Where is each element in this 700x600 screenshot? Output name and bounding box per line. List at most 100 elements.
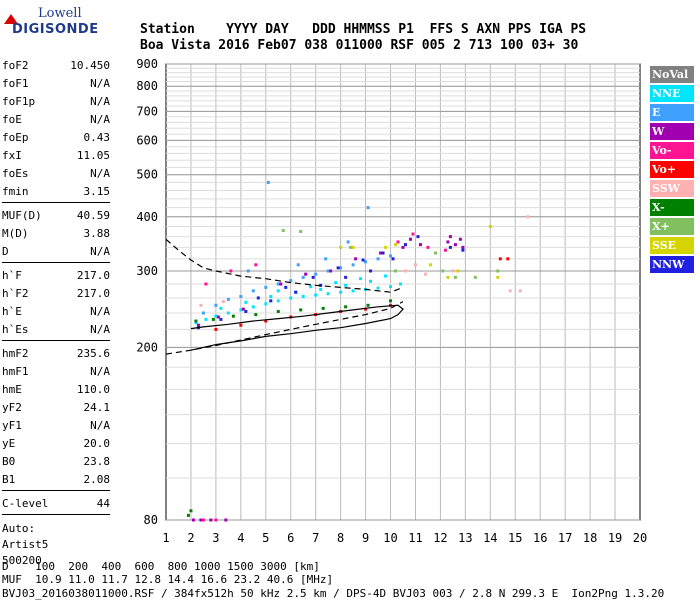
param-value: N/A (90, 94, 110, 108)
x-tick-label: 9 (362, 531, 369, 545)
data-point-e (376, 257, 380, 261)
data-point-e (366, 206, 370, 210)
x-tick-label: 19 (608, 531, 622, 545)
data-point-ssw (508, 289, 512, 293)
param-row: hmE 110.0 (2, 380, 110, 398)
param-label: foE (2, 112, 22, 126)
data-point-ssw (518, 289, 522, 293)
data-point-ssw (413, 263, 417, 267)
parameters-panel: foF2 10.450 foF1 N/A foF1p N/A foE N/A foEp 0.43 f… (2, 56, 110, 569)
param-value: N/A (90, 76, 110, 90)
divider (2, 340, 110, 341)
data-point-nne (219, 306, 223, 310)
param-group-confidence: C-level 44 (2, 494, 110, 512)
data-point-sse (339, 245, 343, 249)
param-value: N/A (90, 112, 110, 126)
data-point-x- (186, 513, 190, 517)
data-point-vo- (201, 518, 205, 522)
param-row: foEp 0.43 (2, 128, 110, 146)
data-point-x+ (473, 275, 477, 279)
legend: NoVal NNE E W Vo- Vo+ SSW X- X+ SSE NNW (650, 66, 694, 275)
data-point-nne (389, 285, 393, 289)
digisonde-logo: Lowell DIGISONDE (4, 6, 98, 46)
y-tick-label: 800 (136, 79, 158, 93)
data-point-x+ (433, 251, 437, 255)
data-point-vo- (229, 269, 233, 273)
data-point-ssw (526, 215, 530, 219)
logo-top-text: Lowell (38, 6, 82, 21)
param-value: N/A (90, 304, 110, 318)
param-row: foF1 N/A (2, 74, 110, 92)
data-point-nnw (269, 299, 273, 303)
data-point-sse (456, 269, 460, 273)
data-point-ssw (403, 269, 407, 273)
data-point-nne (334, 281, 338, 285)
param-label: yF1 (2, 418, 22, 432)
data-point-w (329, 269, 333, 273)
param-value: 24.1 (83, 400, 111, 414)
param-label: B1 (2, 472, 16, 486)
param-label: foF1 (2, 76, 29, 90)
param-value: N/A (90, 322, 110, 336)
param-label: fxI (2, 148, 22, 162)
param-row: h`Es N/A (2, 320, 110, 338)
y-tick-label: 400 (136, 210, 158, 224)
data-point-x+ (441, 269, 445, 273)
legend-item: X+ (650, 218, 694, 235)
data-point-w (209, 518, 213, 522)
data-point-nne (214, 314, 218, 318)
data-point-e (346, 240, 350, 244)
profile-curve-dashed-lower (165, 301, 404, 355)
data-point-nne (326, 292, 330, 296)
param-row: MUF(D) 40.59 (2, 206, 110, 224)
x-tick-label: 8 (337, 531, 344, 545)
param-value: 44 (96, 496, 110, 510)
param-label: foEp (2, 130, 29, 144)
data-point-w (379, 251, 383, 255)
data-point-nne (369, 279, 373, 283)
data-point-x- (299, 308, 303, 312)
param-row: foEs N/A (2, 164, 110, 182)
auto-label: Auto: (2, 522, 36, 535)
data-point-w (458, 237, 462, 241)
data-point-sse (428, 263, 432, 267)
data-point-nnw (294, 290, 298, 294)
data-point-e (324, 257, 328, 261)
legend-item: Vo+ (650, 161, 694, 178)
param-value: N/A (90, 364, 110, 378)
data-point-e (296, 263, 300, 267)
param-row: yF2 24.1 (2, 398, 110, 416)
data-point-x- (366, 303, 370, 307)
data-point-vo+ (214, 327, 218, 331)
muf-row: MUF 10.9 11.0 11.7 12.8 14.4 16.6 23.2 4… (2, 573, 334, 586)
y-tick-label: 700 (136, 104, 158, 118)
param-value: 11.05 (76, 148, 110, 162)
data-point-nne (301, 294, 305, 298)
data-point-nne (309, 285, 313, 289)
data-point-nnw (336, 266, 340, 270)
data-point-w (224, 518, 228, 522)
data-point-nnw (284, 285, 288, 289)
data-point-nnw (311, 275, 315, 279)
data-point-x- (276, 309, 280, 313)
data-point-nne (194, 321, 198, 325)
data-point-w (199, 518, 203, 522)
param-value: 2.08 (83, 472, 111, 486)
data-point-nnw (244, 309, 248, 313)
data-point-vo- (396, 240, 400, 244)
file-info-row: BVJ03_2016038011000.RSF / 384fx512h 50 k… (2, 587, 665, 600)
param-row: foE N/A (2, 110, 110, 128)
data-point-e (351, 263, 355, 267)
legend-item: E (650, 104, 694, 121)
data-point-nne (269, 294, 273, 298)
auto-version: 500200 (2, 554, 42, 567)
data-point-nnw (461, 248, 465, 252)
x-tick-label: 17 (558, 531, 572, 545)
data-point-e (251, 289, 255, 293)
legend-item: Vo- (650, 142, 694, 159)
data-point-nnw (369, 269, 373, 273)
data-point-w (401, 245, 405, 249)
data-point-nnw (361, 258, 365, 262)
param-row: fxI 11.05 (2, 146, 110, 164)
data-point-e (326, 269, 330, 273)
